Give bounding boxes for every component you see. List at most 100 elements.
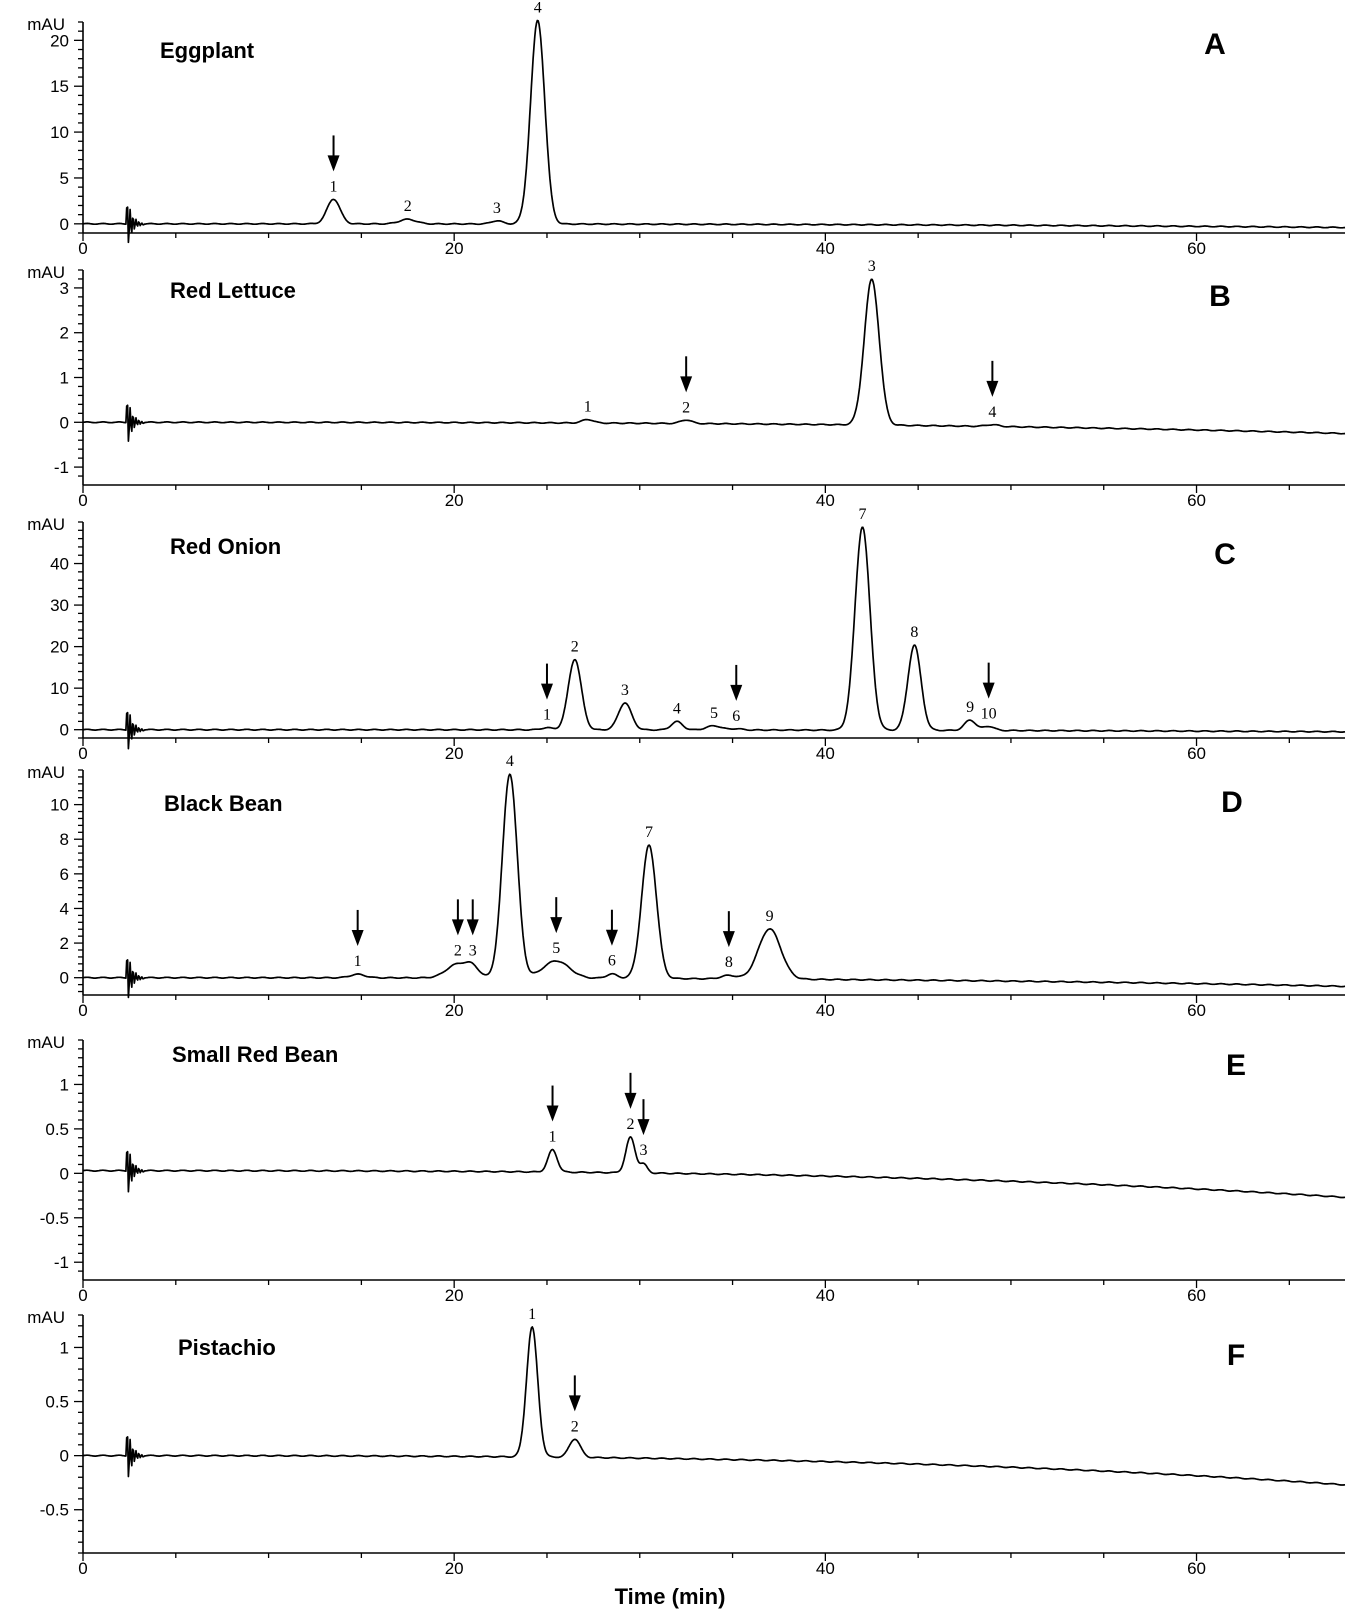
peak-label: 10: [981, 706, 997, 723]
panel-letter: A: [1204, 28, 1226, 61]
arrow-head: [624, 1092, 637, 1109]
x-tick-label: 40: [816, 1559, 835, 1578]
arrow-head: [637, 1119, 650, 1136]
y-tick-label: 10: [50, 679, 69, 698]
peak-label: 7: [858, 506, 866, 523]
peak-label: 6: [732, 708, 740, 725]
arrow-down-icon: [730, 664, 743, 701]
y-tick-label: 1: [60, 1338, 69, 1357]
x-tick-label: 60: [1187, 1559, 1206, 1578]
sample-title: Red Onion: [170, 534, 281, 559]
arrow-down-icon: [680, 356, 693, 393]
y-tick-label: 0.5: [45, 1393, 69, 1412]
peak-label: 3: [469, 942, 477, 959]
x-tick-label: 60: [1187, 1286, 1206, 1305]
arrow-down-icon: [451, 899, 464, 936]
arrow-down-icon: [327, 135, 340, 172]
y-tick-label: -0.5: [40, 1501, 69, 1520]
x-tick-label: 40: [816, 1286, 835, 1305]
arrow-head: [351, 929, 364, 946]
peak-label: 1: [543, 707, 551, 724]
x-tick-label: 0: [78, 1286, 87, 1305]
peak-label: 3: [639, 1142, 647, 1159]
peak-label: 4: [534, 0, 542, 16]
y-unit-label: mAU: [27, 15, 65, 34]
y-tick-label: 15: [50, 77, 69, 96]
y-tick-label: 0: [60, 721, 69, 740]
x-tick-label: 40: [816, 744, 835, 763]
x-tick-label: 20: [445, 239, 464, 258]
x-tick-label: 20: [445, 1286, 464, 1305]
arrow-down-icon: [546, 1085, 559, 1122]
chromatogram-trace: [82, 1136, 1346, 1199]
arrow-down-icon: [605, 909, 618, 946]
y-unit-label: mAU: [27, 1308, 65, 1327]
panel-letter: E: [1226, 1049, 1246, 1082]
sample-title: Red Lettuce: [170, 278, 296, 303]
peak-label: 4: [988, 404, 996, 421]
arrow-head: [680, 376, 693, 393]
chromatogram-trace: [82, 278, 1346, 442]
arrow-head: [546, 1105, 559, 1122]
y-tick-label: 20: [50, 31, 69, 50]
y-unit-label: mAU: [27, 515, 65, 534]
peak-label: 3: [868, 258, 876, 275]
arrow-head: [327, 155, 340, 172]
arrow-head: [466, 919, 479, 936]
arrow-down-icon: [540, 663, 553, 700]
arrow-head: [982, 682, 995, 699]
peak-label: 1: [330, 178, 338, 195]
arrow-head: [986, 380, 999, 397]
peak-label: 2: [626, 1116, 634, 1133]
arrow-down-icon: [986, 360, 999, 397]
chromatogram-panel-c: 0 20 40 60 0 10 20 30 40 mAU Red Onion C 1 2 3 4 5 6 7 8 9 10: [27, 506, 1346, 763]
peak-label: 2: [571, 1418, 579, 1435]
chromatogram-trace: [82, 526, 1346, 750]
arrow-down-icon: [624, 1072, 637, 1109]
arrow-down-icon: [637, 1099, 650, 1136]
peak-label: 3: [621, 682, 629, 699]
x-tick-label: 60: [1187, 239, 1206, 258]
y-tick-label: 0: [60, 969, 69, 988]
sample-title: Pistachio: [178, 1335, 276, 1360]
panel-letter: B: [1209, 280, 1231, 313]
peak-label: 8: [725, 954, 733, 971]
chromatogram-panel-f: 0 20 40 60 -0.5 0 0.5 1 mAU Pistachio F 1 2: [27, 1306, 1346, 1578]
x-tick-label: 20: [445, 1001, 464, 1020]
y-tick-label: 2: [60, 324, 69, 343]
panel-letter: C: [1214, 538, 1236, 571]
peak-label: 7: [645, 824, 653, 841]
y-tick-label: 0: [60, 215, 69, 234]
x-tick-label: 0: [78, 744, 87, 763]
y-unit-label: mAU: [27, 763, 65, 782]
x-tick-label: 0: [78, 491, 87, 510]
x-tick-label: 40: [816, 239, 835, 258]
x-tick-label: 0: [78, 239, 87, 258]
x-tick-label: 20: [445, 744, 464, 763]
y-tick-label: 40: [50, 555, 69, 574]
peak-label: 2: [682, 399, 690, 416]
y-tick-label: 0: [60, 413, 69, 432]
peak-label: 5: [710, 705, 718, 722]
panel-letter: D: [1221, 786, 1243, 819]
y-tick-label: 0: [60, 1447, 69, 1466]
chromatogram-panel-e: 0 20 40 60 -1 -0.5 0 0.5 1 mAU Small Red Bean E 1 23: [27, 1033, 1346, 1305]
arrow-down-icon: [550, 897, 563, 934]
peak-label: 8: [910, 624, 918, 641]
y-tick-label: -0.5: [40, 1209, 69, 1228]
arrow-down-icon: [568, 1375, 581, 1412]
y-tick-label: 10: [50, 796, 69, 815]
y-tick-label: 5: [60, 169, 69, 188]
y-tick-label: 2: [60, 934, 69, 953]
y-tick-label: 1: [60, 369, 69, 388]
y-tick-label: 0: [60, 1164, 69, 1183]
peak-label: 9: [766, 908, 774, 925]
peak-label: 1: [528, 1306, 536, 1323]
x-tick-label: 60: [1187, 491, 1206, 510]
y-tick-label: 8: [60, 830, 69, 849]
peak-label: 1: [584, 399, 592, 416]
chromatogram-trace: [82, 1326, 1346, 1486]
